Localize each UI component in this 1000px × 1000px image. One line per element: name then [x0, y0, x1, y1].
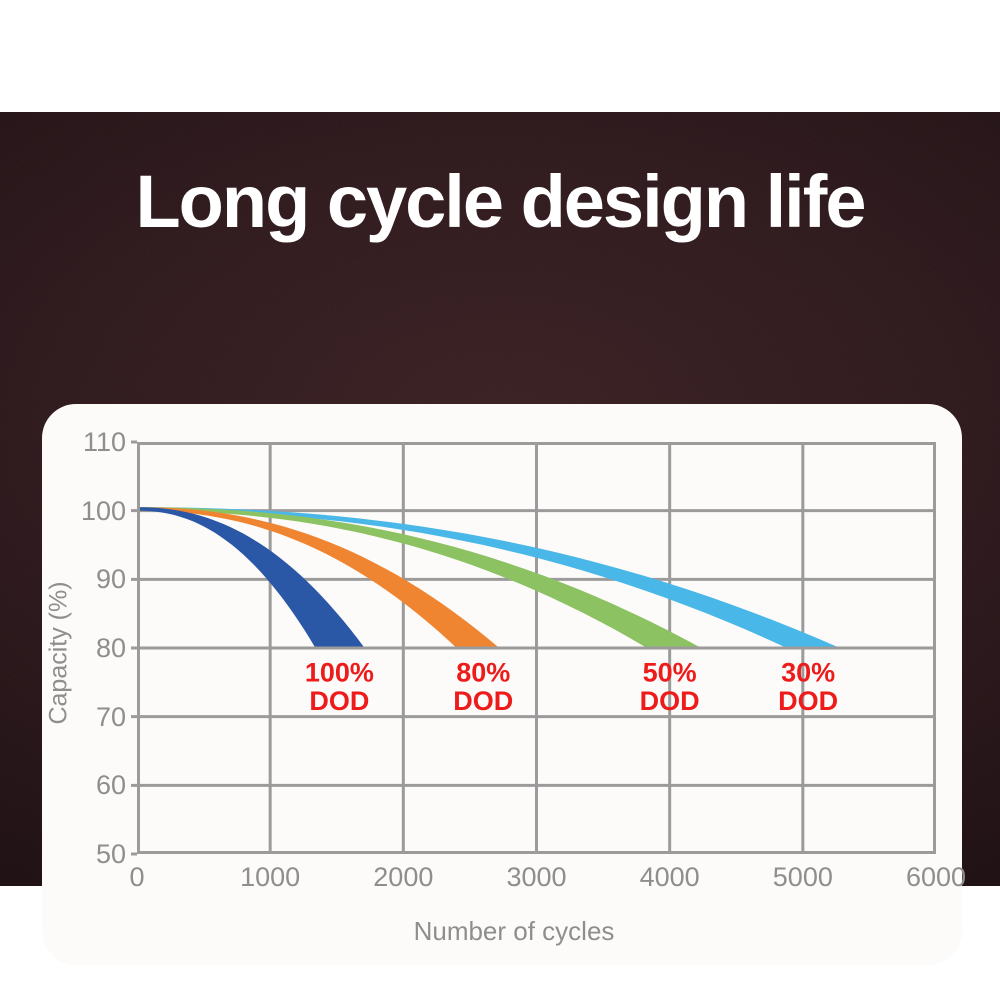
y-tick-label: 50 — [95, 839, 126, 869]
x-tick-label: 0 — [129, 862, 145, 892]
x-tick-label: 4000 — [639, 862, 700, 892]
band-80-dod — [137, 507, 500, 648]
band-50-dod — [137, 507, 702, 648]
x-tick-label: 1000 — [240, 862, 301, 892]
dod-label-100-dod: DOD — [309, 686, 369, 716]
y-tick-label: 80 — [95, 633, 126, 663]
hero-band: Long cycle design life Capacity (%) Numb… — [0, 112, 1000, 965]
dod-label-80-dod: DOD — [453, 686, 513, 716]
dod-label-30-dod: 30% — [781, 658, 835, 688]
dod-label-80-dod: 80% — [456, 658, 510, 688]
y-tick-label: 70 — [95, 701, 126, 732]
dod-label-50-dod: 50% — [643, 658, 697, 688]
band-100-dod — [137, 507, 365, 648]
x-axis-title: Number of cycles — [413, 916, 615, 946]
y-tick-label: 110 — [82, 427, 126, 457]
page-title: Long cycle design life — [135, 160, 866, 243]
dod-label-30-dod: DOD — [778, 686, 838, 716]
band-30-dod — [137, 507, 840, 648]
x-tick-label: 6000 — [905, 862, 967, 892]
chart-card: Capacity (%) Number of cycles 110 100 90 80… — [42, 404, 966, 965]
plot-border — [137, 442, 936, 854]
dod-label-100-dod: 100% — [305, 658, 374, 688]
x-tick-label: 5000 — [772, 862, 833, 892]
y-tick-label: 60 — [95, 770, 126, 801]
y-tick-label: 90 — [95, 564, 126, 595]
dod-label-50-dod: DOD — [640, 686, 700, 716]
y-tick-label: 100 — [80, 495, 126, 526]
x-tick-label: 3000 — [506, 862, 567, 892]
x-tick-label: 2000 — [373, 862, 434, 892]
plot-area: 30% DOD 50% DOD 80% DOD 100% DOD — [131, 440, 936, 856]
